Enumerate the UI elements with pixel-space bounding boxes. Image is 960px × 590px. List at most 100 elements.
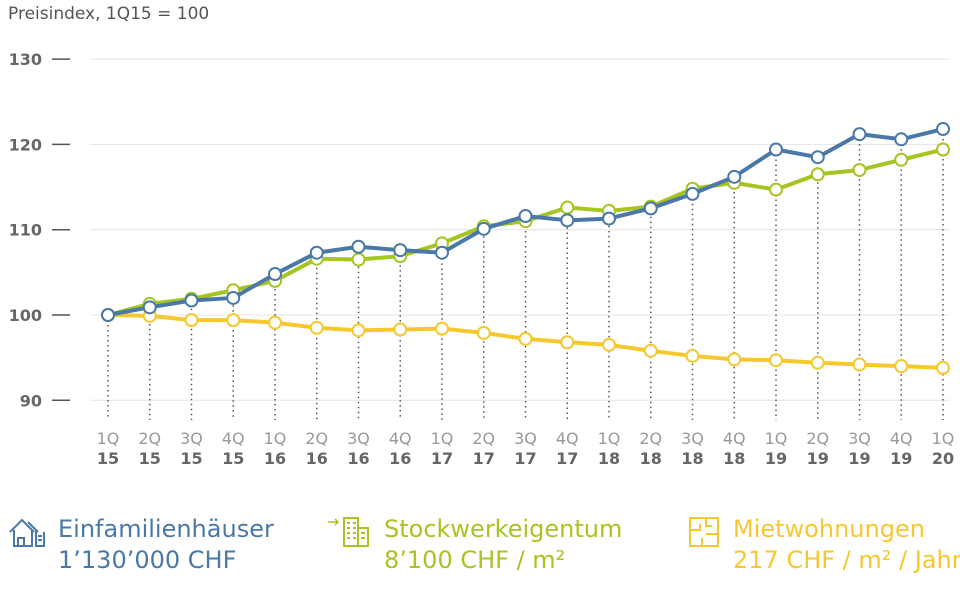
y-tick-label: 120 bbox=[9, 135, 42, 154]
data-point-mietwohnungen bbox=[518, 331, 533, 346]
x-tick-year: 17 bbox=[514, 449, 536, 468]
data-point-mietwohnungen bbox=[268, 315, 282, 330]
x-tick-quarter: 2Q bbox=[639, 429, 662, 448]
legend-label: Einfamilienhäuser bbox=[58, 515, 274, 543]
x-tick-quarter: 3Q bbox=[180, 429, 203, 448]
x-tick-year: 15 bbox=[222, 449, 244, 468]
data-point-mietwohnungen bbox=[476, 325, 491, 340]
x-tick-quarter: 4Q bbox=[222, 429, 245, 448]
y-tick-label: 90 bbox=[20, 391, 42, 410]
house-icon bbox=[9, 518, 45, 547]
chart-title: Preisindex, 1Q15 = 100 bbox=[8, 4, 210, 24]
data-point-mietwohnungen bbox=[184, 313, 199, 328]
data-point-stockwerkeigentum bbox=[936, 142, 950, 157]
floorplan-icon bbox=[689, 517, 719, 547]
legend-label: Mietwohnungen bbox=[733, 515, 925, 543]
data-point-einfamilienhäuser bbox=[393, 243, 408, 258]
x-tick-year: 15 bbox=[180, 449, 202, 468]
data-point-mietwohnungen bbox=[351, 323, 366, 338]
data-point-mietwohnungen bbox=[435, 321, 449, 336]
data-point-mietwohnungen bbox=[810, 355, 825, 370]
data-point-einfamilienhäuser bbox=[936, 122, 950, 137]
line-chart: 901001101201301Q152Q153Q154Q151Q162Q163Q… bbox=[9, 50, 955, 468]
x-tick-year: 16 bbox=[306, 449, 328, 468]
data-point-einfamilienhäuser bbox=[435, 245, 449, 260]
x-tick-year: 20 bbox=[932, 449, 954, 468]
x-tick-year: 18 bbox=[598, 449, 620, 468]
data-point-einfamilienhäuser bbox=[685, 186, 700, 201]
data-point-mietwohnungen bbox=[226, 313, 241, 328]
x-tick-year: 19 bbox=[890, 449, 912, 468]
x-tick-quarter: 4Q bbox=[890, 429, 913, 448]
y-tick-label: 130 bbox=[9, 50, 42, 69]
x-tick-quarter: 1Q bbox=[932, 429, 955, 448]
x-tick-year: 16 bbox=[347, 449, 369, 468]
legend-value: 217 CHF / m² / Jahr bbox=[733, 546, 960, 574]
x-tick-year: 17 bbox=[556, 449, 578, 468]
x-tick-quarter: 3Q bbox=[848, 429, 871, 448]
x-tick-year: 19 bbox=[807, 449, 829, 468]
x-tick-quarter: 1Q bbox=[598, 429, 621, 448]
data-point-einfamilienhäuser bbox=[894, 132, 909, 147]
data-point-einfamilienhäuser bbox=[351, 239, 366, 254]
x-tick-quarter: 4Q bbox=[723, 429, 746, 448]
x-tick-year: 18 bbox=[681, 449, 703, 468]
data-point-stockwerkeigentum bbox=[810, 167, 825, 182]
data-point-stockwerkeigentum bbox=[769, 182, 783, 197]
data-point-mietwohnungen bbox=[852, 357, 867, 372]
x-tick-quarter: 1Q bbox=[264, 429, 287, 448]
data-point-stockwerkeigentum bbox=[560, 200, 575, 215]
data-point-einfamilienhäuser bbox=[184, 293, 199, 308]
data-point-mietwohnungen bbox=[309, 320, 324, 335]
x-tick-year: 18 bbox=[640, 449, 662, 468]
data-point-mietwohnungen bbox=[894, 359, 909, 374]
y-tick-label: 100 bbox=[9, 306, 42, 325]
data-point-mietwohnungen bbox=[643, 343, 658, 358]
x-tick-quarter: 2Q bbox=[138, 429, 161, 448]
data-point-einfamilienhäuser bbox=[602, 211, 616, 226]
data-point-stockwerkeigentum bbox=[351, 252, 366, 267]
x-tick-quarter: 2Q bbox=[305, 429, 328, 448]
x-tick-year: 15 bbox=[139, 449, 161, 468]
x-tick-year: 18 bbox=[723, 449, 745, 468]
x-tick-quarter: 3Q bbox=[514, 429, 537, 448]
x-tick-quarter: 2Q bbox=[806, 429, 829, 448]
data-point-einfamilienhäuser bbox=[101, 308, 115, 322]
data-point-einfamilienhäuser bbox=[518, 209, 533, 224]
x-tick-year: 17 bbox=[431, 449, 453, 468]
x-tick-year: 16 bbox=[264, 449, 286, 468]
data-point-einfamilienhäuser bbox=[226, 290, 241, 305]
data-point-mietwohnungen bbox=[602, 337, 616, 352]
x-tick-quarter: 3Q bbox=[347, 429, 370, 448]
x-tick-quarter: 4Q bbox=[389, 429, 412, 448]
data-point-mietwohnungen bbox=[727, 352, 742, 367]
data-point-einfamilienhäuser bbox=[309, 245, 324, 260]
x-tick-year: 16 bbox=[389, 449, 411, 468]
data-point-einfamilienhäuser bbox=[476, 221, 491, 236]
x-tick-quarter: 4Q bbox=[556, 429, 579, 448]
data-point-mietwohnungen bbox=[769, 353, 783, 368]
x-tick-year: 15 bbox=[97, 449, 119, 468]
x-tick-year: 17 bbox=[473, 449, 495, 468]
data-point-einfamilienhäuser bbox=[560, 213, 575, 228]
data-point-mietwohnungen bbox=[393, 322, 408, 337]
x-tick-year: 19 bbox=[765, 449, 787, 468]
x-tick-year: 19 bbox=[848, 449, 870, 468]
data-point-mietwohnungen bbox=[685, 348, 700, 363]
x-tick-quarter: 1Q bbox=[765, 429, 788, 448]
data-point-einfamilienhäuser bbox=[810, 150, 825, 165]
data-point-einfamilienhäuser bbox=[769, 142, 783, 157]
data-point-einfamilienhäuser bbox=[852, 127, 867, 142]
x-tick-quarter: 2Q bbox=[472, 429, 495, 448]
data-point-mietwohnungen bbox=[936, 360, 950, 375]
x-tick-quarter: 3Q bbox=[681, 429, 704, 448]
x-tick-quarter: 1Q bbox=[431, 429, 454, 448]
legend-value: 1’130’000 CHF bbox=[58, 546, 237, 574]
apartment-building-icon bbox=[328, 517, 369, 547]
data-point-einfamilienhäuser bbox=[643, 201, 658, 216]
y-tick-label: 110 bbox=[9, 221, 42, 240]
data-point-mietwohnungen bbox=[560, 335, 575, 350]
data-point-einfamilienhäuser bbox=[727, 169, 742, 184]
data-point-stockwerkeigentum bbox=[852, 162, 867, 177]
